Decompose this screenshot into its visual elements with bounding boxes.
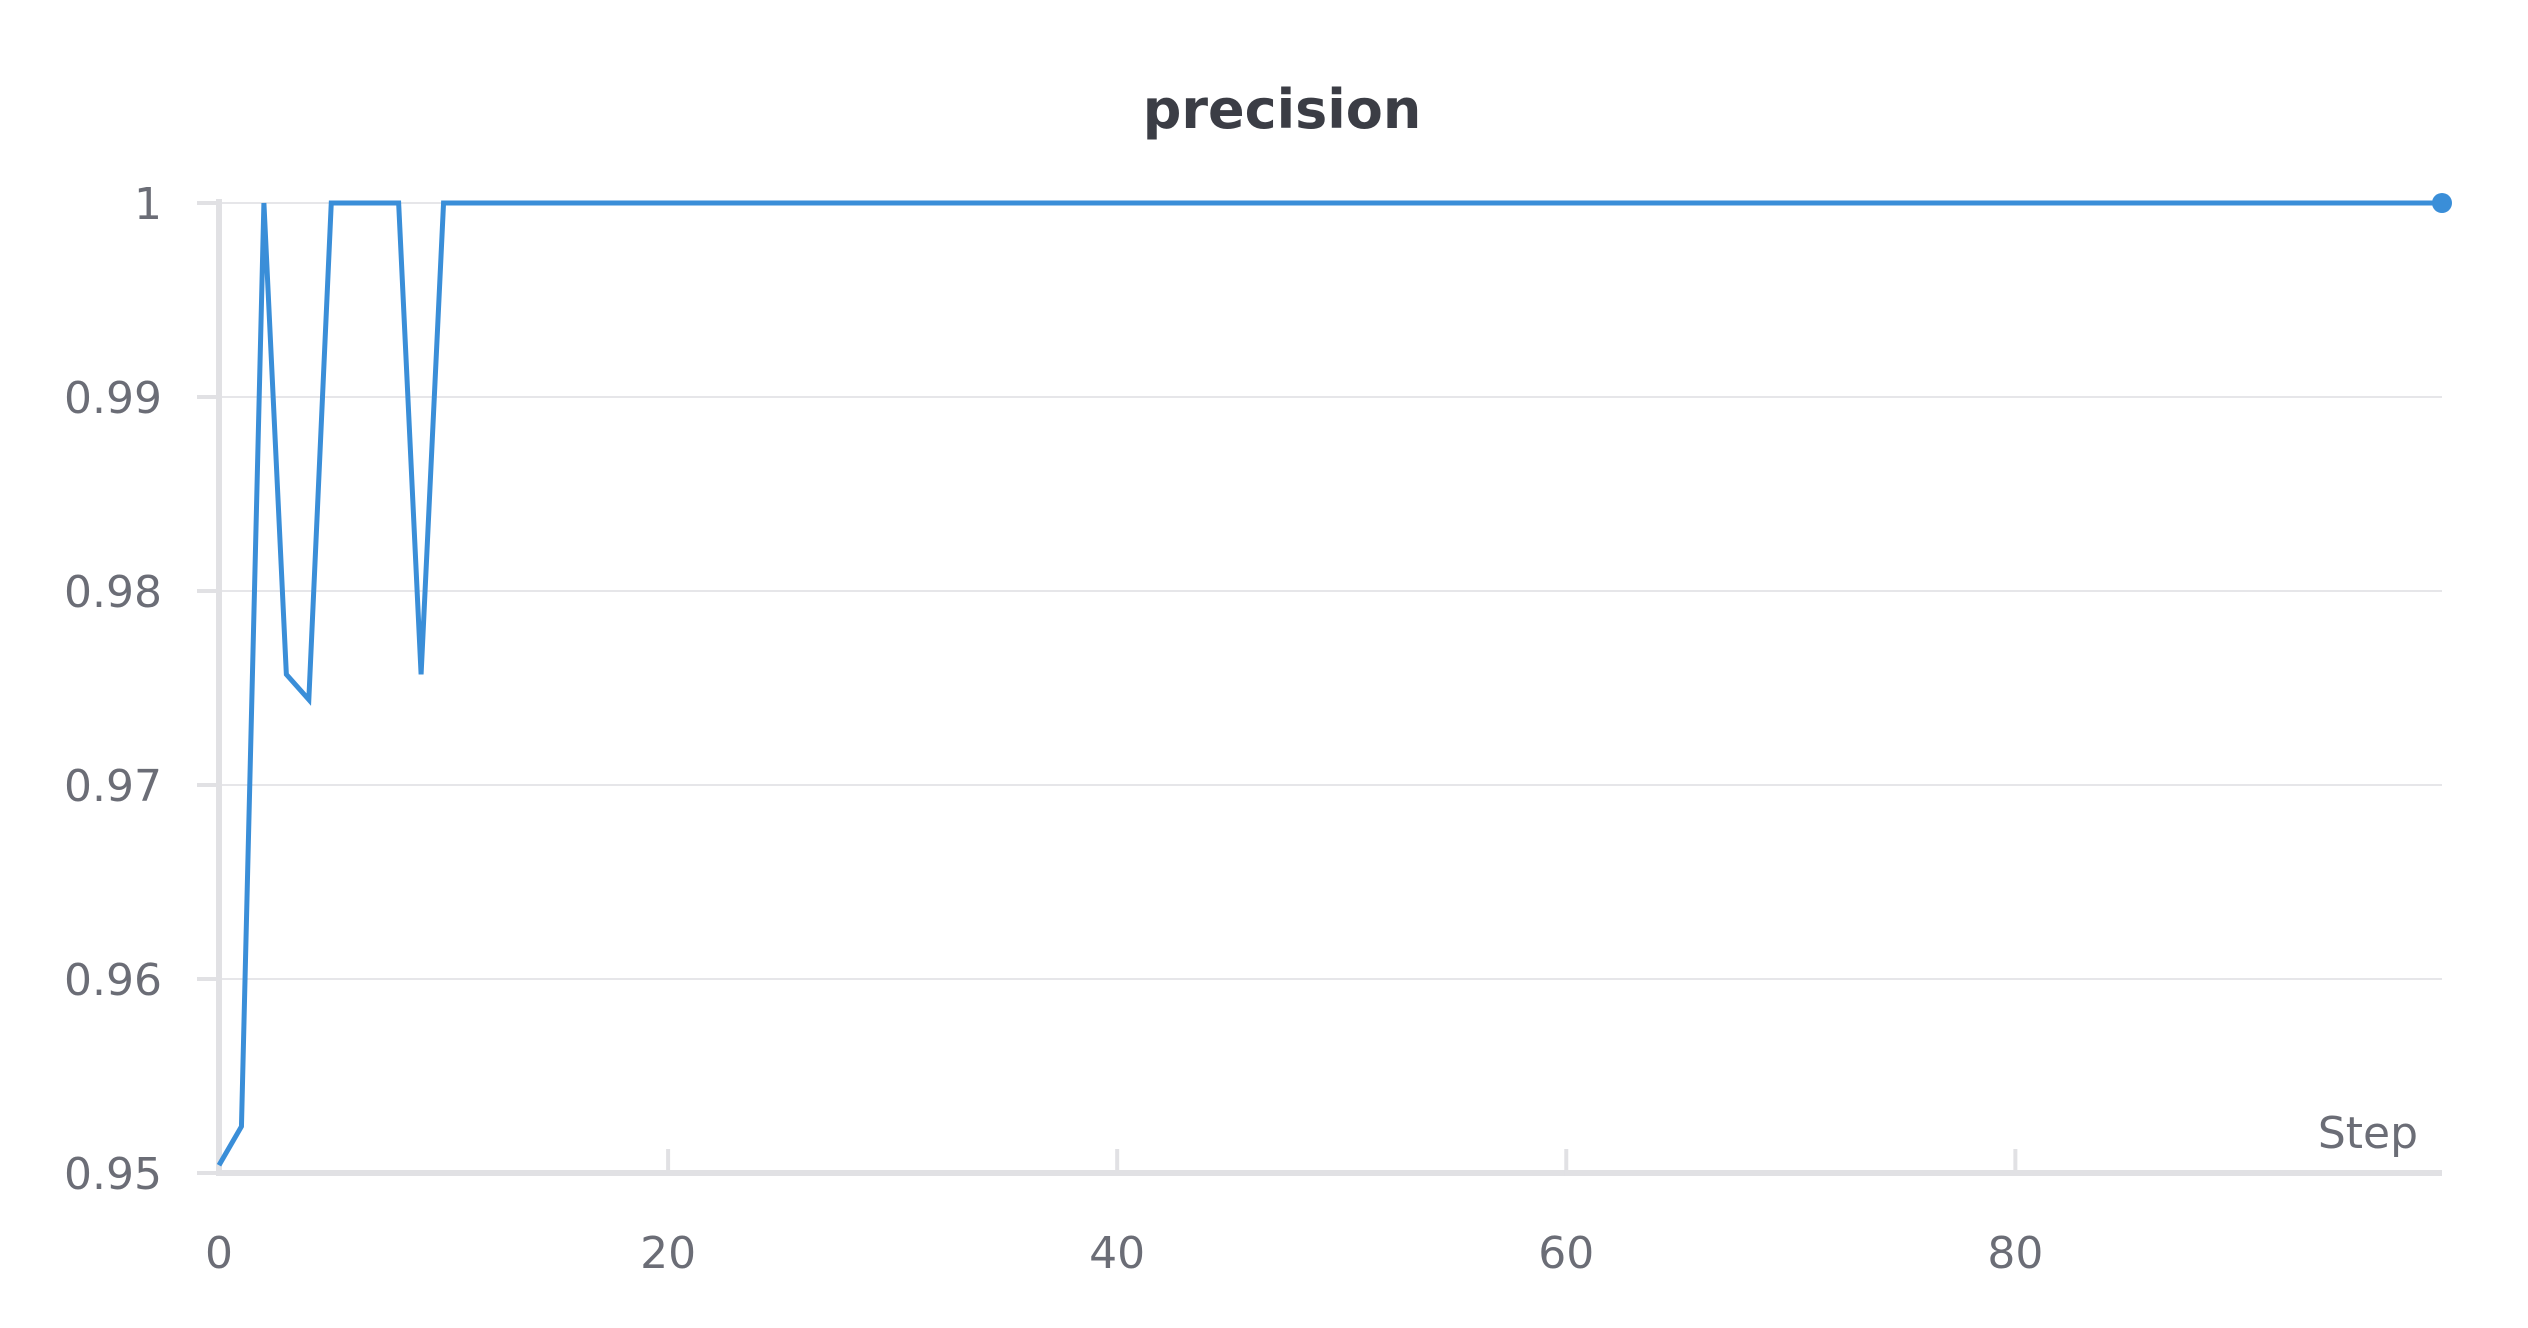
x-tick-label: 60 [1538, 1228, 1594, 1279]
x-tick-label: 40 [1089, 1228, 1145, 1279]
y-tick-label: 1 [134, 179, 162, 230]
tick-labels: 0.95 0.96 0.97 0.98 0.99 1 0 20 40 60 80 [64, 179, 2043, 1279]
series-layer [216, 193, 2452, 1167]
y-tick-label: 0.99 [64, 373, 162, 424]
y-tick-label: 0.95 [64, 1149, 162, 1200]
x-axis-title: Step [2318, 1108, 2418, 1159]
axes [197, 199, 2442, 1176]
y-tick-label: 0.96 [64, 955, 162, 1006]
x-tick-label: 0 [205, 1228, 233, 1279]
x-tick-label: 80 [1987, 1228, 2043, 1279]
last-point-marker [2432, 193, 2452, 213]
chart-title: precision [1143, 78, 1422, 141]
y-tick-label: 0.97 [64, 761, 162, 812]
x-tick-label: 20 [640, 1228, 696, 1279]
y-tick-label: 0.98 [64, 567, 162, 618]
grid-lines [219, 202, 2442, 980]
series-line [216, 200, 2442, 1167]
